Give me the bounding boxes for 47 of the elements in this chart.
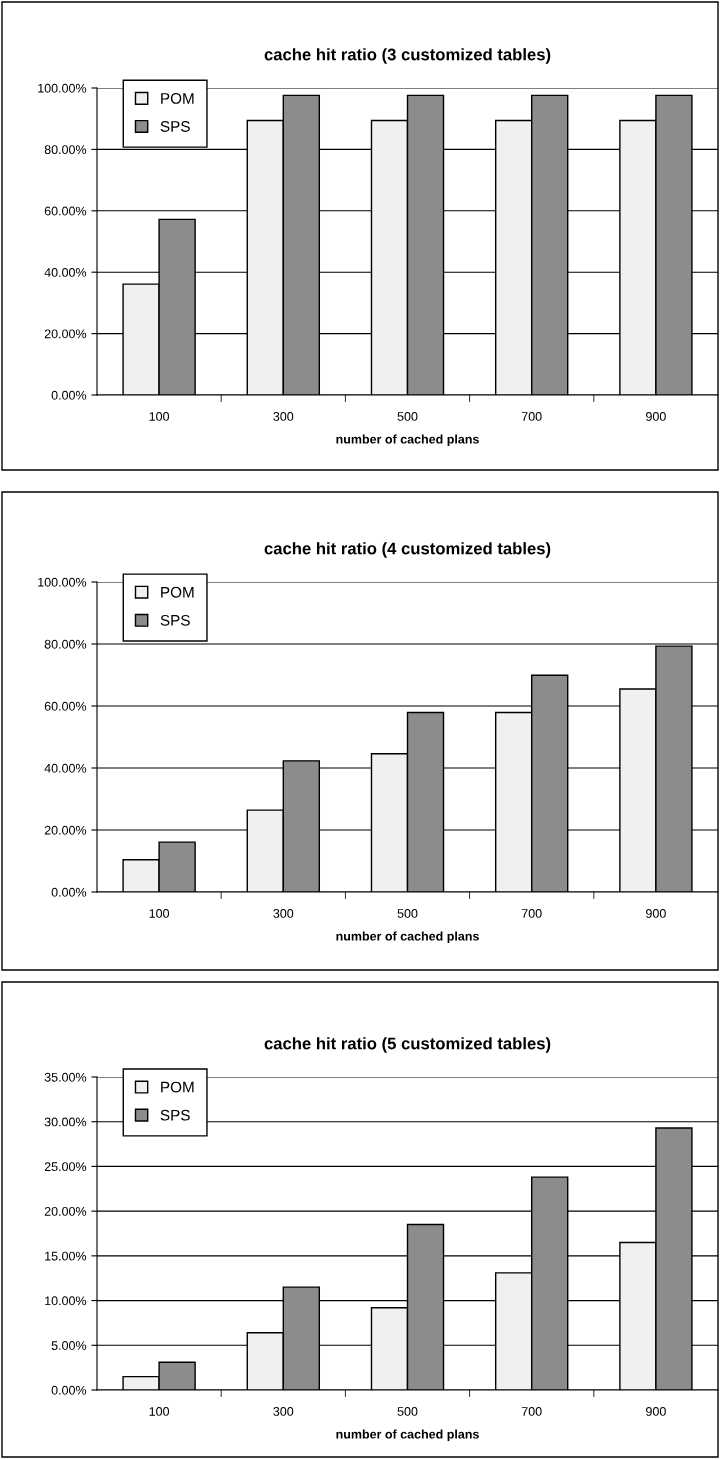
x-tick-label: 500 [397,1407,418,1416]
x-tick-label: 300 [273,412,294,421]
y-tick-label: 60.00% [44,206,87,216]
chart-title: cache hit ratio (4 customized tables) [264,542,551,558]
x-axis-title: number of cached plans [336,1429,479,1442]
x-axis-title: number of cached plans [336,434,479,447]
x-tick-label: 300 [273,909,294,918]
x-tick-label: 500 [397,909,418,918]
y-tick-label: 25.00% [44,1162,87,1172]
x-tick-label: 100 [149,909,170,918]
legend-label: POM [161,1081,194,1093]
y-tick-label: 10.00% [45,1296,87,1306]
x-tick-label: 900 [646,412,666,421]
legend-label: POM [161,586,194,598]
x-tick-label: 500 [397,412,418,421]
y-tick-label: 100.00% [38,577,87,587]
x-tick-label: 700 [521,412,542,421]
legend-label: SPS [160,121,190,132]
legend-label: SPS [160,1109,190,1121]
y-tick-label: 0.00% [51,887,87,897]
y-tick-label: 35.00% [44,1072,87,1082]
x-tick-label: 100 [149,1407,170,1416]
legend-label: SPS [160,614,190,626]
y-tick-label: 80.00% [44,145,87,155]
chart-title: cache hit ratio (5 customized tables) [264,1037,551,1053]
chart-title: cache hit ratio (3 customized tables) [264,48,551,64]
y-tick-label: 30.00% [44,1117,87,1127]
x-tick-label: 700 [521,909,542,918]
y-tick-label: 100.00% [38,83,87,93]
y-tick-label: 5.00% [51,1341,87,1350]
y-tick-label: 40.00% [44,268,87,277]
x-tick-label: 900 [646,1407,666,1416]
y-tick-label: 0.00% [51,390,87,400]
y-tick-label: 60.00% [44,701,87,711]
y-tick-label: 40.00% [44,763,87,773]
x-tick-label: 700 [521,1407,542,1416]
y-tick-label: 15.00% [45,1251,87,1261]
y-tick-label: 20.00% [44,825,87,835]
y-tick-label: 20.00% [44,1206,87,1216]
legend-label: POM [161,93,194,104]
y-tick-label: 80.00% [44,639,87,649]
y-tick-label: 20.00% [44,329,87,339]
x-tick-label: 900 [646,909,666,918]
x-axis-title: number of cached plans [336,931,479,944]
y-tick-label: 0.00% [51,1385,87,1395]
x-tick-label: 100 [149,412,170,421]
x-tick-label: 300 [273,1407,294,1416]
